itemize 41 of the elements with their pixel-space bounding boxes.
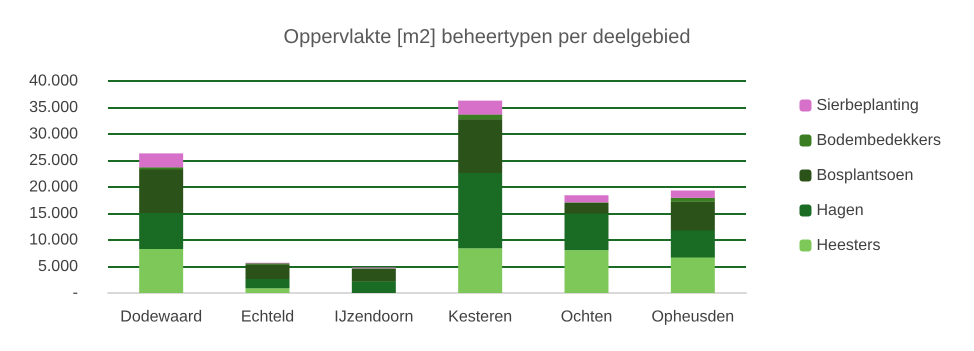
bar (564, 202, 608, 214)
bar (139, 170, 184, 213)
bar (139, 249, 184, 293)
bar (246, 278, 290, 288)
bar (246, 288, 290, 293)
bar (670, 198, 715, 202)
bar (352, 281, 396, 293)
bar (670, 190, 715, 198)
bar (139, 167, 184, 170)
y-tick-label: 20.000 (29, 178, 78, 196)
chart-title: Oppervlakte [m2] beheertypen per deelgebied (284, 26, 690, 48)
y-tick-label: - (72, 284, 78, 302)
bar (458, 100, 502, 115)
x-tick-label: Opheusden (651, 308, 734, 326)
legend-label: Bodembedekkers (816, 132, 941, 149)
x-tick-label: Kesteren (448, 308, 512, 326)
bar (352, 268, 396, 282)
x-tick-label: IJzendoorn (334, 308, 414, 326)
bar (564, 195, 608, 202)
bar (670, 202, 715, 230)
legend-label: Bosplantsoen (816, 167, 914, 184)
x-tick-label: Echteld (240, 308, 294, 326)
bar (564, 250, 608, 293)
legend-label: Heesters (816, 237, 881, 254)
y-tick-label: 35.000 (29, 99, 78, 116)
y-tick-label: 40.000 (29, 72, 78, 90)
bar (458, 114, 502, 120)
y-tick-label: 5.000 (38, 258, 78, 275)
y-tick-label: 15.000 (29, 205, 78, 222)
y-tick-label: 25.000 (29, 152, 78, 169)
bar (458, 119, 502, 173)
legend-label: Hagen (816, 202, 864, 219)
y-tick-label: 30.000 (29, 126, 78, 142)
x-tick-label: Dodewaard (120, 308, 202, 326)
legend-label: Sierbeplanting (816, 97, 919, 114)
x-tick-label: Ochten (560, 308, 612, 326)
bar (139, 153, 184, 168)
bar (246, 264, 290, 279)
y-tick-label: 10.000 (29, 232, 78, 248)
bar (458, 248, 502, 293)
bar (670, 257, 715, 293)
